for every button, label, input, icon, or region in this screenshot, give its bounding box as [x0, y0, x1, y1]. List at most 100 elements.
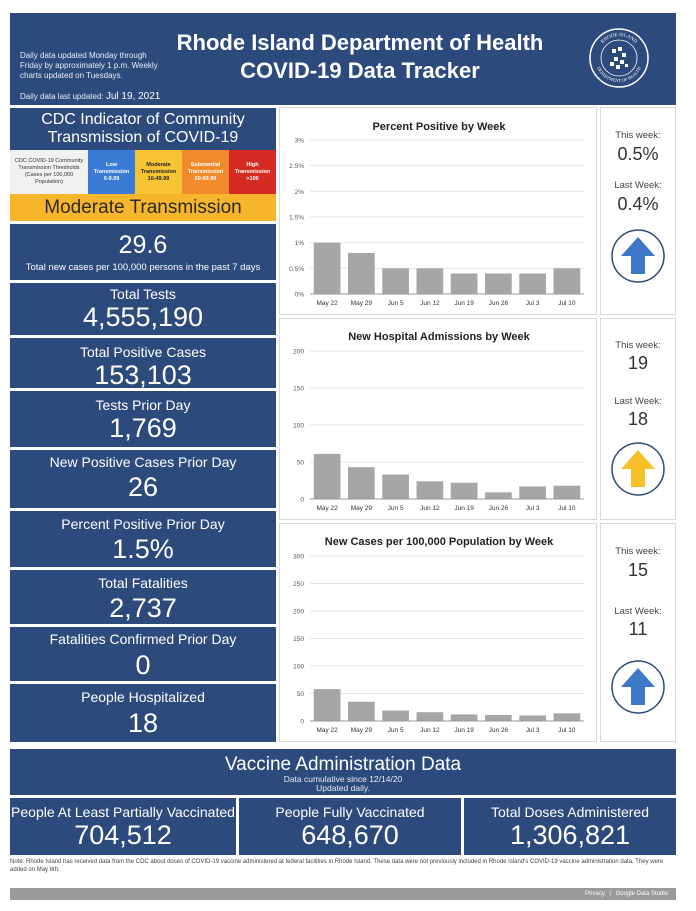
- y-tick-label: 3%: [295, 138, 305, 145]
- x-tick-label: Jul 3: [526, 300, 540, 307]
- cdc-level-high: High Transmission >100: [229, 150, 276, 194]
- bar[interactable]: [519, 715, 546, 722]
- bar[interactable]: [485, 273, 512, 294]
- x-tick-label: Jun 26: [489, 505, 509, 512]
- per100k-card: 29.6 Total new cases per 100,000 persons…: [10, 224, 276, 280]
- tests-prior-label: Tests Prior Day: [95, 397, 191, 413]
- total-fatalities-label: Total Fatalities: [98, 575, 188, 591]
- bar[interactable]: [313, 242, 341, 294]
- this-week-label: This week:: [615, 130, 661, 141]
- this-week-value: 0.5%: [617, 144, 659, 164]
- total-positive-value: 153,103: [94, 360, 192, 390]
- y-tick-label: 150: [293, 636, 304, 643]
- percent-positive-label: Percent Positive Prior Day: [61, 516, 225, 532]
- hospitalized-label: People Hospitalized: [81, 689, 205, 705]
- x-tick-label: May 29: [351, 727, 373, 734]
- y-tick-label: 300: [293, 554, 304, 561]
- cdc-level-substantial: Substantial Transmission 50-99.99: [182, 150, 229, 194]
- vaccine-subtitle-2: Updated daily.: [316, 783, 370, 793]
- bar[interactable]: [348, 701, 375, 721]
- bar[interactable]: [416, 712, 444, 721]
- x-tick-label: Jun 5: [388, 727, 404, 734]
- y-tick-label: 150: [293, 386, 304, 393]
- bar[interactable]: [450, 714, 478, 721]
- new-cases-chart: New Cases per 100,000 Population by Week…: [279, 523, 597, 742]
- total-doses-label: Total Doses Administered: [491, 804, 649, 820]
- bar[interactable]: [313, 689, 341, 721]
- total-fatalities-card: Total Fatalities 2,737: [10, 570, 276, 624]
- y-tick-label: 250: [293, 581, 304, 588]
- x-tick-label: Jul 10: [558, 505, 576, 512]
- total-positive-card: Total Positive Cases 153,103: [10, 338, 276, 390]
- vaccine-footnote: Note: Rhode Island has received data fro…: [10, 859, 664, 873]
- last-updated-label: Daily data last updated:: [20, 92, 104, 101]
- update-schedule-note: Daily data updated Monday through Friday…: [20, 51, 158, 80]
- x-tick-label: May 22: [316, 300, 338, 307]
- last-updated-date: Jul 19, 2021: [105, 91, 161, 102]
- bar[interactable]: [553, 485, 581, 499]
- data-studio-link[interactable]: Google Data Studio: [615, 891, 668, 897]
- bar[interactable]: [382, 268, 409, 294]
- y-tick-label: 200: [293, 609, 304, 616]
- bar[interactable]: [313, 453, 341, 499]
- percent-positive-card: Percent Positive Prior Day 1.5%: [10, 511, 276, 567]
- x-tick-label: May 29: [351, 300, 373, 307]
- x-tick-label: Jul 10: [558, 300, 576, 307]
- data-studio-footer: Privacy | Google Data Studio: [10, 888, 676, 900]
- x-tick-label: Jun 12: [420, 505, 440, 512]
- new-positive-label: New Positive Cases Prior Day: [49, 454, 237, 470]
- bar[interactable]: [519, 486, 546, 499]
- bar[interactable]: [553, 713, 581, 721]
- x-tick-label: Jul 3: [526, 505, 540, 512]
- bar[interactable]: [348, 252, 375, 294]
- y-tick-label: 0: [300, 497, 304, 504]
- last-updated: Daily data last updated: Jul 19, 2021: [20, 91, 160, 102]
- total-tests-value: 4,555,190: [82, 302, 204, 332]
- x-tick-label: Jun 26: [489, 300, 509, 307]
- bar[interactable]: [450, 482, 478, 499]
- y-tick-label: 1%: [295, 240, 305, 247]
- bar[interactable]: [416, 481, 444, 499]
- bar[interactable]: [485, 492, 512, 499]
- y-tick-label: 100: [293, 664, 304, 671]
- fatalities-prior-value: 0: [135, 650, 151, 680]
- bar[interactable]: [348, 467, 375, 499]
- chart-title: Percent Positive by Week: [372, 121, 506, 133]
- cdc-transmission-indicator: CDC Indicator of Community Transmission …: [10, 108, 276, 221]
- cdc-level-name: Moderate Transmission: [140, 161, 177, 175]
- vaccine-header: Vaccine Administration Data Data cumulat…: [10, 749, 676, 795]
- bar[interactable]: [450, 273, 478, 294]
- last-week-value: 18: [627, 409, 649, 429]
- x-tick-label: Jun 19: [454, 300, 474, 307]
- cdc-thresholds: CDC COVID-19 Community Transmission Thre…: [10, 150, 276, 194]
- bar[interactable]: [416, 268, 444, 294]
- y-tick-label: 50: [297, 691, 305, 698]
- last-week-label: Last Week:: [614, 396, 662, 407]
- tests-prior-card: Tests Prior Day 1,769: [10, 391, 276, 447]
- bar[interactable]: [382, 474, 409, 499]
- fully-vaccinated-value: 648,670: [301, 820, 399, 850]
- total-doses-card: Total Doses Administered 1,306,821: [464, 798, 676, 855]
- y-tick-label: 2.5%: [289, 163, 304, 170]
- privacy-link[interactable]: Privacy: [585, 891, 605, 897]
- tests-prior-value: 1,769: [109, 413, 177, 443]
- y-tick-label: 0.5%: [289, 266, 304, 273]
- bar[interactable]: [519, 273, 546, 294]
- fully-vaccinated-label: People Fully Vaccinated: [275, 804, 425, 820]
- x-tick-label: Jul 10: [558, 727, 576, 734]
- hospitalized-card: People Hospitalized 18: [10, 684, 276, 742]
- bar[interactable]: [553, 268, 581, 294]
- x-tick-label: May 22: [316, 727, 338, 734]
- total-tests-label: Total Tests: [110, 286, 176, 302]
- x-tick-label: Jun 12: [420, 300, 440, 307]
- bar[interactable]: [485, 714, 512, 721]
- fatalities-prior-card: Fatalities Confirmed Prior Day 0: [10, 627, 276, 681]
- cdc-level-low: Low Transmission 0-9.99: [88, 150, 135, 194]
- header-banner: Daily data updated Monday through Friday…: [10, 13, 676, 105]
- chart-title: New Hospital Admissions by Week: [348, 331, 530, 343]
- total-tests-card: Total Tests 4,555,190: [10, 283, 276, 335]
- arrow-up-icon: [611, 442, 665, 496]
- bar[interactable]: [382, 710, 409, 721]
- arrow-up-icon: [611, 660, 665, 714]
- this-week-value: 15: [627, 560, 649, 580]
